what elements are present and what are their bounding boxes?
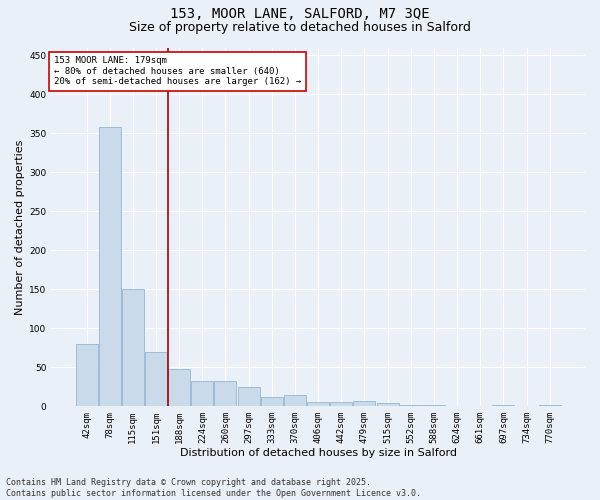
Text: 153, MOOR LANE, SALFORD, M7 3QE: 153, MOOR LANE, SALFORD, M7 3QE — [170, 8, 430, 22]
Bar — [307, 402, 329, 406]
Bar — [76, 344, 98, 406]
Bar — [377, 403, 398, 406]
Bar — [400, 404, 422, 406]
Y-axis label: Number of detached properties: Number of detached properties — [15, 139, 25, 314]
Text: Contains HM Land Registry data © Crown copyright and database right 2025.
Contai: Contains HM Land Registry data © Crown c… — [6, 478, 421, 498]
Bar — [330, 402, 352, 406]
Bar — [98, 127, 121, 406]
Bar — [168, 369, 190, 406]
Text: Size of property relative to detached houses in Salford: Size of property relative to detached ho… — [129, 21, 471, 34]
Bar — [353, 401, 376, 406]
Bar — [214, 382, 236, 406]
Bar — [122, 289, 144, 406]
Text: 153 MOOR LANE: 179sqm
← 80% of detached houses are smaller (640)
20% of semi-det: 153 MOOR LANE: 179sqm ← 80% of detached … — [54, 56, 301, 86]
X-axis label: Distribution of detached houses by size in Salford: Distribution of detached houses by size … — [179, 448, 457, 458]
Bar — [191, 382, 214, 406]
Bar — [284, 394, 306, 406]
Bar — [261, 397, 283, 406]
Bar — [145, 352, 167, 406]
Bar — [238, 386, 260, 406]
